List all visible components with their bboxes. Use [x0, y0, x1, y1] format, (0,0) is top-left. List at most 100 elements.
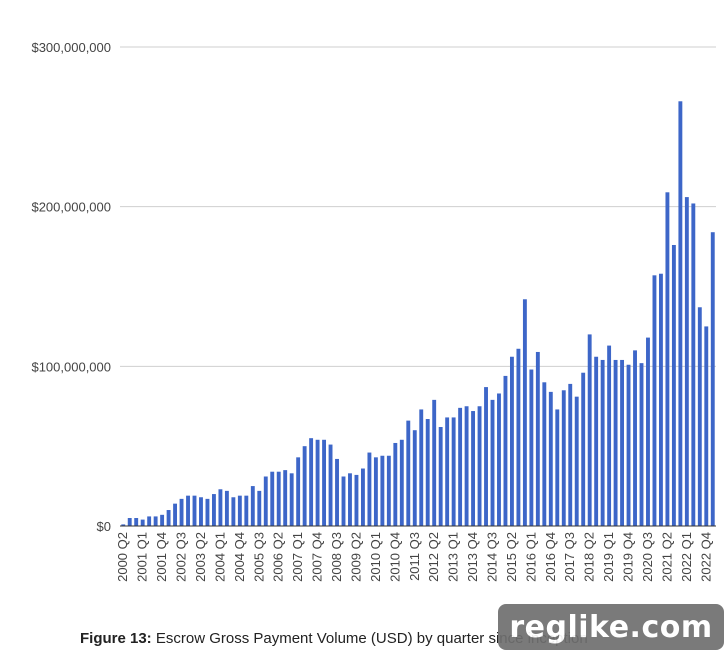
x-tick-label: 2019 Q4	[621, 532, 636, 582]
bar	[309, 438, 314, 526]
bar	[451, 417, 456, 526]
bar	[341, 476, 346, 526]
bar	[574, 396, 579, 526]
bar	[658, 273, 663, 526]
x-tick-label: 2013 Q4	[465, 532, 480, 582]
x-tick-label: 2016 Q1	[523, 532, 538, 582]
bar	[386, 455, 391, 526]
bar	[561, 390, 566, 526]
bar	[250, 486, 255, 526]
bar	[412, 430, 417, 526]
x-tick-label: 2009 Q2	[348, 532, 363, 582]
x-tick-label: 2002 Q3	[174, 532, 189, 582]
x-tick-label: 2012 Q2	[426, 532, 441, 582]
bar	[218, 489, 223, 526]
bar	[367, 452, 372, 526]
bar	[626, 364, 631, 526]
bar	[257, 490, 262, 526]
bar	[406, 420, 411, 526]
x-tick-label: 2018 Q2	[582, 532, 597, 582]
bar	[529, 369, 534, 526]
bar	[140, 519, 145, 526]
bar	[652, 275, 657, 526]
bar	[263, 476, 268, 526]
bar	[633, 350, 637, 526]
bar	[322, 439, 327, 526]
bar	[211, 494, 216, 526]
bar	[315, 439, 320, 526]
x-tick-label: 2019 Q1	[601, 532, 616, 582]
bar	[490, 399, 495, 526]
bar	[600, 359, 605, 526]
x-tick-label: 2017 Q3	[562, 532, 577, 582]
x-tick-label: 2020 Q3	[640, 532, 655, 582]
bar	[231, 497, 236, 526]
bar	[147, 516, 152, 526]
x-tick-label: 2022 Q4	[698, 532, 713, 582]
bar	[276, 471, 281, 526]
x-tick-label: 2007 Q4	[310, 532, 325, 582]
x-tick-label: 2014 Q3	[485, 532, 500, 582]
bar	[173, 503, 178, 526]
bar	[535, 351, 540, 526]
bar	[153, 516, 158, 526]
x-tick-label: 2021 Q2	[659, 532, 674, 582]
x-tick-label: 2000 Q2	[115, 532, 130, 582]
x-tick-label: 2004 Q1	[212, 532, 227, 582]
bar	[710, 232, 715, 526]
bar	[509, 356, 514, 526]
bar	[121, 524, 126, 526]
bar	[270, 471, 275, 526]
y-axis-tick-labels: $0 $100,000,000 $200,000,000 $300,000,000	[31, 40, 111, 534]
bar	[166, 510, 171, 526]
bar	[373, 457, 378, 526]
bar	[134, 518, 139, 526]
bar	[289, 473, 294, 526]
bar	[613, 359, 618, 526]
x-tick-label: 2001 Q1	[135, 532, 150, 582]
x-tick-label: 2010 Q4	[387, 532, 402, 582]
bar	[199, 497, 203, 526]
x-tick-label: 2015 Q2	[504, 532, 519, 582]
bar	[205, 498, 210, 526]
x-tick-label: 2007 Q1	[290, 532, 305, 582]
bar	[678, 101, 683, 526]
bar	[697, 307, 702, 526]
gridlines	[120, 46, 716, 367]
x-tick-label: 2008 Q3	[329, 532, 344, 582]
bar	[646, 337, 650, 526]
watermark-text: reglike.com	[509, 609, 713, 645]
y-tick-label: $300,000,000	[31, 40, 111, 55]
bar	[458, 407, 463, 526]
bar	[542, 382, 547, 526]
bars	[121, 101, 715, 527]
figure-caption: Figure 13: Escrow Gross Payment Volume (…	[80, 630, 588, 647]
x-tick-label: 2010 Q1	[368, 532, 383, 582]
bar	[607, 345, 612, 526]
bar	[555, 409, 560, 526]
bar	[438, 427, 443, 526]
bar	[335, 458, 339, 526]
y-tick-label: $100,000,000	[31, 359, 111, 374]
bar	[160, 514, 165, 526]
bar	[704, 326, 709, 526]
bar	[581, 372, 586, 526]
bar	[503, 375, 508, 526]
bar	[419, 409, 424, 526]
bar	[620, 359, 625, 526]
bar	[594, 356, 599, 526]
y-tick-label: $200,000,000	[31, 200, 111, 215]
bar	[464, 406, 469, 526]
x-tick-label: 2011 Q3	[407, 532, 422, 581]
bar	[548, 391, 553, 526]
bar	[684, 197, 689, 526]
bar	[393, 442, 398, 526]
x-tick-label: 2004 Q4	[232, 532, 247, 582]
bar	[296, 457, 301, 526]
x-tick-label: 2001 Q4	[154, 532, 169, 582]
bar	[587, 334, 592, 526]
bar	[354, 474, 359, 526]
x-tick-label: 2006 Q2	[271, 532, 286, 582]
x-tick-label: 2013 Q1	[446, 532, 461, 582]
bar	[445, 417, 450, 526]
